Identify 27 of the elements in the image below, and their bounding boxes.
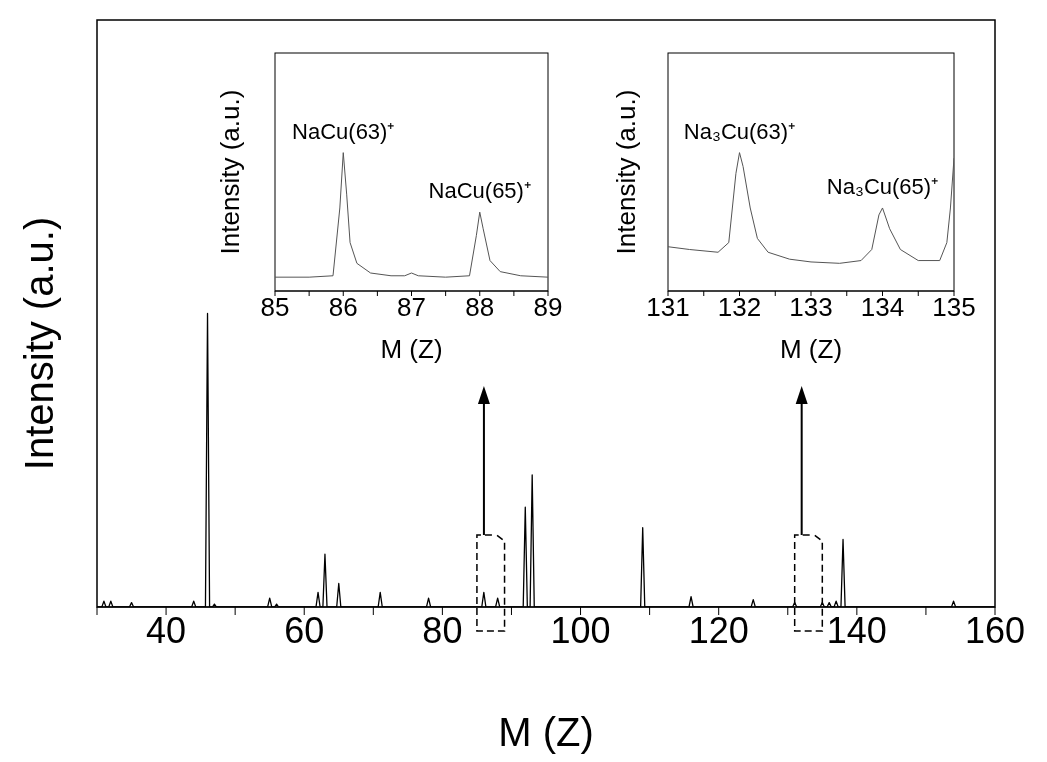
annotation: Na₃Cu(63)⁺ bbox=[683, 118, 796, 144]
x-tick-label: 60 bbox=[284, 609, 325, 651]
x-tick-label: 133 bbox=[789, 292, 833, 323]
x-tick-label: 120 bbox=[688, 609, 749, 651]
x-tick-label: 131 bbox=[646, 292, 690, 323]
y-axis-title: Intensity (a.u.) bbox=[16, 216, 61, 471]
x-tick-label: 40 bbox=[146, 609, 187, 651]
x-tick-label: 80 bbox=[422, 609, 463, 651]
annotation: NaCu(65)⁺ bbox=[428, 178, 531, 204]
y-axis-title: Intensity (a.u.) bbox=[610, 89, 641, 255]
x-tick-label: 132 bbox=[717, 292, 762, 323]
y-axis-title: Intensity (a.u.) bbox=[214, 89, 245, 255]
x-tick-label: 135 bbox=[932, 292, 976, 323]
x-tick-label: 134 bbox=[860, 292, 905, 323]
x-axis-title: M (Z) bbox=[498, 710, 594, 754]
annotation: NaCu(63)⁺ bbox=[292, 118, 395, 144]
x-tick-label: 88 bbox=[465, 292, 495, 323]
x-tick-label: 140 bbox=[826, 609, 887, 651]
annotation: Na₃Cu(65)⁺ bbox=[826, 173, 939, 199]
x-tick-label: 160 bbox=[964, 609, 1026, 651]
x-axis-title: M (Z) bbox=[779, 334, 843, 364]
x-tick-label: 87 bbox=[397, 292, 426, 323]
x-tick-label: 85 bbox=[260, 292, 290, 323]
x-tick-label: 89 bbox=[533, 292, 563, 323]
x-tick-label: 86 bbox=[328, 292, 358, 323]
x-axis-title: M (Z) bbox=[380, 334, 443, 364]
x-tick-label: 100 bbox=[550, 609, 611, 651]
